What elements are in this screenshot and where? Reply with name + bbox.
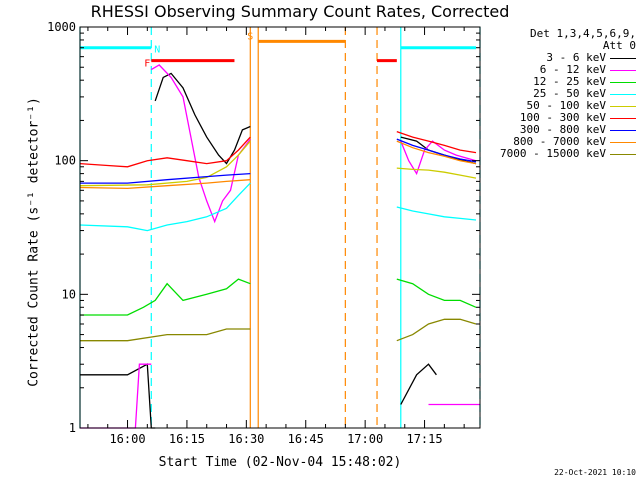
legend-label: 3 - 6 keV bbox=[546, 51, 606, 64]
y-tick-label: 1000 bbox=[47, 20, 76, 34]
legend-item: 3 - 6 keV bbox=[488, 52, 636, 64]
legend-swatch bbox=[610, 141, 636, 143]
legend-item: 800 - 7000 keV bbox=[488, 136, 636, 148]
legend-label: 12 - 25 keV bbox=[533, 75, 606, 88]
series-8-segment-0 bbox=[80, 328, 251, 342]
series-7-segment-1 bbox=[396, 140, 477, 165]
series-6-segment-0 bbox=[80, 172, 251, 184]
series-0-segment-0 bbox=[80, 363, 156, 429]
series-1-segment-0 bbox=[80, 363, 152, 429]
series-1-segment-2 bbox=[400, 140, 477, 176]
series-2-segment-0 bbox=[80, 278, 251, 316]
legend-label: 7000 - 15000 keV bbox=[500, 147, 606, 160]
legend-item: 7000 - 15000 keV bbox=[488, 148, 636, 160]
x-tick-label: 16:45 bbox=[288, 432, 324, 446]
legend-item: 50 - 100 keV bbox=[488, 100, 636, 112]
x-tick-label: 16:00 bbox=[109, 432, 145, 446]
legend-label: 300 - 800 keV bbox=[519, 123, 606, 136]
legend-swatch bbox=[610, 57, 636, 59]
legend-swatch bbox=[610, 129, 636, 131]
y-axis-label: Corrected Count Rate (s⁻¹ detector⁻¹) bbox=[26, 97, 42, 387]
legend-swatch bbox=[610, 117, 636, 119]
y-tick-label: 100 bbox=[54, 154, 76, 168]
series-0-segment-3 bbox=[400, 363, 437, 405]
legend-entries: 3 - 6 keV 6 - 12 keV 12 - 25 keV 25 - 50 ke… bbox=[488, 52, 636, 160]
x-axis-label: Start Time (02-Nov-04 15:48:02) bbox=[158, 455, 402, 470]
legend-item: 25 - 50 keV bbox=[488, 88, 636, 100]
y-tick-label: 10 bbox=[62, 287, 76, 301]
legend-label: 25 - 50 keV bbox=[533, 87, 606, 100]
series-3-segment-0 bbox=[79, 182, 251, 232]
series-4-segment-1 bbox=[396, 167, 477, 179]
legend-swatch bbox=[610, 93, 636, 95]
plot-frame bbox=[79, 26, 481, 429]
legend-label: 100 - 300 keV bbox=[519, 111, 606, 124]
legend-item: 300 - 800 keV bbox=[488, 124, 636, 136]
legend-detectors: Det 1,3,4,5,6,9, bbox=[530, 27, 636, 40]
legend: Det 1,3,4,5,6,9, Att 0 3 - 6 keV 6 - 12 k… bbox=[488, 28, 636, 160]
series-4-segment-0 bbox=[79, 140, 251, 187]
chart-title: RHESSI Observing Summary Count Rates, Co… bbox=[90, 2, 510, 21]
series-5-segment-1 bbox=[396, 130, 477, 154]
series-0-segment-1 bbox=[154, 72, 251, 165]
legend-swatch bbox=[610, 69, 636, 71]
generation-timestamp: 22-Oct-2021 10:10 bbox=[554, 468, 636, 477]
series-2-segment-1 bbox=[396, 278, 477, 308]
legend-label: 6 - 12 keV bbox=[539, 63, 606, 76]
x-tick-label: 17:15 bbox=[406, 432, 442, 446]
series-1-segment-1 bbox=[150, 64, 251, 224]
legend-item: 12 - 25 keV bbox=[488, 76, 636, 88]
legend-swatch bbox=[610, 105, 636, 107]
annotation-label-s: S bbox=[247, 31, 253, 42]
legend-attenuator: Att 0 bbox=[602, 39, 636, 52]
legend-item: 100 - 300 keV bbox=[488, 112, 636, 124]
x-tick-label: 16:30 bbox=[228, 432, 264, 446]
series-5-segment-0 bbox=[79, 136, 251, 168]
x-tick-label: 16:15 bbox=[169, 432, 205, 446]
legend-label: 50 - 100 keV bbox=[526, 99, 606, 112]
y-tick-label: 1 bbox=[69, 421, 76, 435]
series-6-segment-1 bbox=[396, 138, 477, 163]
annotation-label-f: F bbox=[144, 59, 150, 70]
legend-swatch bbox=[610, 81, 636, 83]
series-3-segment-1 bbox=[396, 206, 477, 221]
annotation-label-n: N bbox=[154, 45, 160, 56]
legend-label: 800 - 7000 keV bbox=[513, 135, 606, 148]
legend-item: 6 - 12 keV bbox=[488, 64, 636, 76]
legend-swatch bbox=[610, 153, 636, 155]
series-8-segment-1 bbox=[396, 318, 477, 342]
series-7-segment-0 bbox=[79, 179, 251, 190]
x-tick-label: 17:00 bbox=[347, 432, 383, 446]
